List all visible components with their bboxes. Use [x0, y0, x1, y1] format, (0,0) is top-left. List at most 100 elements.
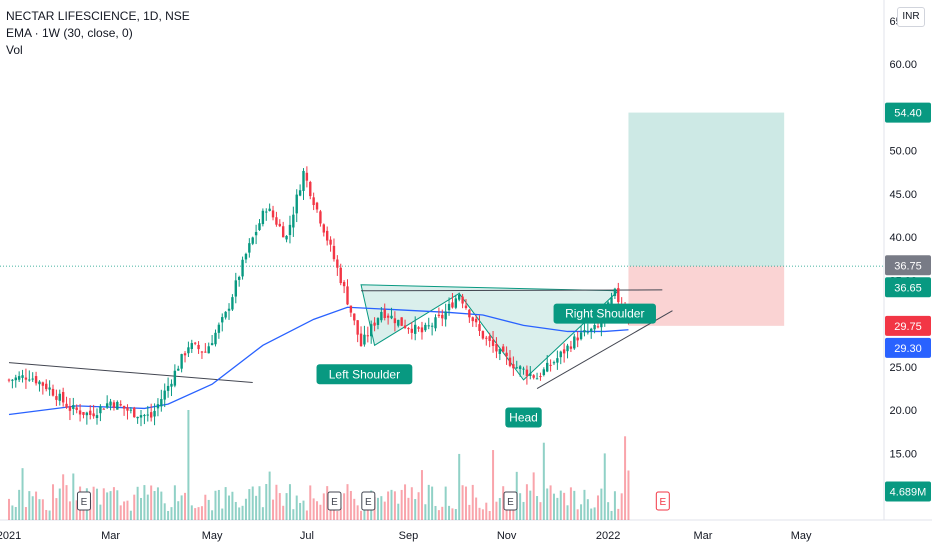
volume-bar: [123, 501, 126, 520]
earnings-marker[interactable]: E: [655, 491, 670, 511]
earnings-marker[interactable]: E: [327, 491, 342, 511]
chart-legend: NECTAR LIFESCIENCE, 1D, NSE EMA · 1W (30…: [6, 8, 190, 59]
candle-body: [275, 217, 278, 225]
legend-ema[interactable]: EMA · 1W (30, close, 0): [6, 26, 133, 40]
candle-body: [254, 231, 258, 236]
x-tick-label: Nov: [497, 530, 517, 542]
volume-bar: [194, 508, 197, 520]
volume-bar: [96, 488, 99, 520]
volume-bar: [248, 489, 251, 520]
candle-body: [156, 404, 160, 409]
volume-bar: [383, 501, 386, 520]
volume-bar: [38, 499, 41, 520]
candle-body: [383, 309, 386, 319]
candle-body: [576, 337, 579, 341]
candle-body: [505, 352, 508, 357]
candle-body: [464, 305, 468, 309]
candle-body: [265, 211, 268, 213]
candle-body: [319, 211, 322, 224]
candle-body: [105, 403, 109, 408]
volume-bar: [417, 492, 420, 520]
volume-bar: [224, 487, 227, 520]
candle-body: [95, 415, 99, 419]
candle-body: [214, 332, 217, 345]
candle-body: [369, 324, 373, 337]
volume-bar: [454, 509, 457, 520]
candle-body: [180, 354, 183, 369]
candle-body: [139, 415, 143, 418]
volume-bar: [106, 492, 109, 520]
annotation-label[interactable]: Right Shoulder: [553, 303, 656, 324]
volume-bar: [268, 471, 271, 520]
candle-body: [210, 343, 214, 346]
volume-bar: [586, 499, 589, 520]
candle-body: [529, 373, 532, 376]
volume-bar: [177, 501, 180, 520]
candle-body: [485, 337, 488, 339]
volume-bar: [299, 502, 302, 520]
candle-body: [68, 406, 72, 411]
annotation-label[interactable]: Left Shoulder: [316, 364, 413, 385]
volume-bar: [627, 470, 630, 520]
volume-bar: [163, 503, 166, 520]
candle-body: [34, 376, 38, 384]
volume-bar: [14, 506, 17, 520]
volume-bar: [471, 484, 474, 520]
candle-body: [143, 415, 146, 417]
volume-bar: [346, 484, 349, 520]
candle-body: [556, 358, 559, 363]
candle-body: [552, 362, 556, 364]
volume-bar: [407, 497, 410, 520]
candle-body: [109, 401, 112, 406]
candle-body: [444, 311, 447, 320]
legend-volume[interactable]: Vol: [6, 43, 23, 57]
candle-body: [166, 385, 170, 391]
earnings-marker[interactable]: E: [361, 491, 376, 511]
volume-bar: [322, 493, 325, 520]
volume-bar: [126, 500, 129, 520]
x-tick-label: Mar: [101, 530, 120, 542]
earnings-marker[interactable]: E: [76, 491, 91, 511]
y-tick-label: 15.00: [889, 448, 917, 460]
candle-body: [590, 328, 593, 332]
volume-bar: [265, 484, 268, 520]
x-tick-label: 2022: [596, 530, 620, 542]
volume-bar: [508, 501, 511, 520]
volume-bar: [45, 509, 48, 520]
volume-bar: [610, 510, 613, 520]
candle-body: [488, 336, 491, 341]
candle-body: [248, 243, 251, 253]
volume-bar: [593, 507, 596, 520]
volume-bar: [316, 501, 319, 520]
currency-badge[interactable]: INR: [897, 7, 925, 27]
volume-bar: [532, 472, 535, 520]
volume-bar: [156, 487, 159, 520]
volume-bar: [573, 490, 576, 520]
volume-bar: [343, 493, 346, 520]
volume-bar: [58, 488, 61, 520]
volume-bar: [200, 506, 203, 520]
candle-body: [129, 409, 133, 411]
candle-body: [116, 401, 119, 410]
volume-bar: [431, 486, 434, 520]
volume-bar: [353, 498, 356, 520]
price-label: 36.75: [885, 255, 931, 276]
volume-bar: [28, 491, 31, 520]
candle-body: [55, 396, 58, 400]
candle-body: [187, 347, 190, 354]
candle-body: [163, 390, 166, 400]
candle-body: [342, 282, 346, 287]
price-label-box: [885, 255, 931, 276]
volume-bar: [8, 498, 10, 520]
annotation-label[interactable]: Head: [505, 407, 542, 428]
candle-body: [414, 324, 417, 334]
volume-bar: [167, 510, 170, 520]
candle-body: [610, 297, 613, 305]
earnings-text: E: [659, 497, 666, 508]
legend-symbol[interactable]: NECTAR LIFESCIENCE, 1D, NSE: [6, 9, 190, 23]
earnings-marker[interactable]: E: [503, 491, 518, 511]
y-tick-label: 25.00: [889, 362, 917, 374]
resistance-line: [8, 362, 253, 383]
candle-body: [359, 333, 363, 347]
